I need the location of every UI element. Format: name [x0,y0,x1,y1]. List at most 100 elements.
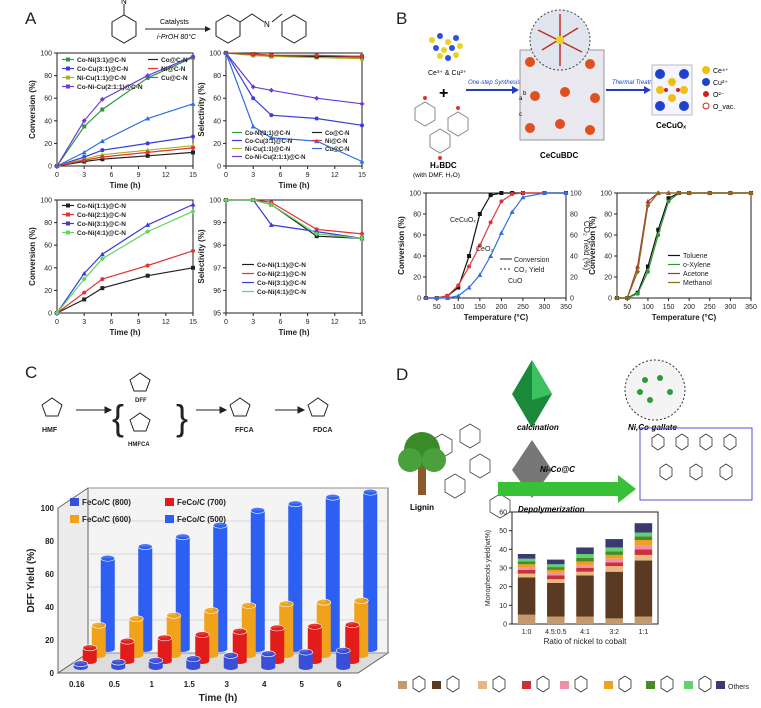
svg-text:}: } [176,397,188,438]
y-tick-label-a4: 100 [209,198,221,205]
x-tick-label-b2: 100 [642,304,654,311]
bar-top-c [185,655,201,663]
data-point-a4 [359,235,365,241]
legend-label-a2: Ni-Cu(1:1)@C-N [245,147,290,153]
y-tick-label-b1: 60 [413,233,421,240]
legend-marker-a1 [66,84,70,89]
legend-label-a2: Cu@C-N [325,147,350,153]
data-point-b1 [456,283,461,288]
y-tick-label-a2: 60 [213,96,221,103]
bar-top-c [260,650,276,658]
stack-segment-d [517,577,536,615]
x-tick-label-b1: 50 [433,304,441,311]
bar-top-c [137,543,153,551]
y-tick-label-a1: 20 [44,141,52,148]
x-tick-label-a4: 0 [224,319,228,326]
y-tick-label-d: 50 [499,528,507,535]
stack-segment-d [634,560,653,617]
monophenol-legend: Others [398,675,750,693]
data-point-b1 [510,192,515,197]
data-point-b1 [499,191,504,195]
stack-segment-d [605,551,623,555]
data-point-b2 [614,295,620,301]
x-tick-label-a3: 12 [162,319,170,326]
legend-swatch-d [646,681,655,689]
data-point-a1 [82,158,87,163]
stack-segment-d [605,562,623,567]
plot-frame-b1 [425,192,567,299]
lignin-label: Lignin [410,503,434,512]
data-point-b1 [467,264,472,269]
legend-marker-a1 [66,66,70,71]
chart-a4: 0 3 6 9 12 15 95 96 97 98 99 100 Time (h) Selectivity… [197,197,366,337]
x-tick-label-a4: 12 [331,319,339,326]
data-point-a2 [269,113,274,118]
data-point-b2 [707,190,713,196]
data-point-a1 [145,141,150,146]
legend-molecule-icon-d [698,675,712,693]
x-tick-label-a2: 3 [251,172,255,179]
stack-segment-d [547,579,565,583]
legend-marker-a3 [66,212,70,217]
x-axis-label-a2: Time (h) [279,181,310,190]
data-point-a4 [314,231,320,237]
y2-tick-label-b1: 20 [570,275,578,282]
data-point-b1 [520,194,526,200]
data-point-a2 [223,50,229,55]
h2bdc-label: H₂BDC [430,161,457,170]
legend-label-c: FeCo/C (600) [82,515,131,524]
y-tick-label-a2: 100 [209,51,221,58]
y-axis-label-d: Monophenols yield(wt%) [485,530,492,606]
data-point-a4 [223,197,229,203]
legend-swatch-d [478,681,487,689]
legend-label-a1: Co-Ni(3:1)@C-N [77,57,126,64]
bar-top-c [119,637,135,645]
bar-top-c [344,621,360,629]
y-tick-label-c: 20 [45,636,54,645]
legend-label-a1: Co-Ni-Cu(2:1:1)@C-N [77,84,143,91]
bar-top-c [353,597,369,604]
stack-segment-d [605,554,623,559]
y-tick-label-a3: 40 [44,265,52,272]
y-tick-label-a3: 0 [48,311,52,318]
data-point-a2 [359,158,365,164]
x-axis-label-a3: Time (h) [110,328,141,337]
legend-marker-a1 [66,57,70,62]
legend-swatch-c [70,498,79,506]
y-tick-label-a1: 80 [44,73,52,80]
legend-swatch-c [165,515,174,523]
scheme-c: HMF { DFF HMFCA } FFCA FDCA [41,372,332,448]
products-box [639,427,753,501]
y-axis-label-a2: Selectivity (%) [197,82,206,137]
y-tick-label-a2: 0 [217,164,221,171]
bar-c [261,653,276,667]
stack-segment-d [634,554,653,561]
x-tick-label-b2: 200 [683,304,695,311]
x-tick-label-b1: 350 [560,304,572,311]
y2-tick-label-b1: 60 [570,233,578,240]
data-point-a1 [82,124,87,129]
y-tick-label-b1: 0 [417,296,421,303]
bar-top-c [110,658,126,666]
x-tick-label-d: 4:1 [580,629,590,636]
y-tick-label-b1: 80 [413,212,421,219]
x-tick-label-d: 1:1 [639,629,649,636]
y-tick-label-d: 0 [503,622,507,629]
bar-top-c [91,621,107,629]
bar-top-c [175,533,191,541]
svg-text:{: { [112,397,124,438]
data-point-b1 [541,190,547,195]
data-point-a4 [250,197,256,203]
bar-top-c [298,648,314,656]
depolymerization-arrow [498,482,618,496]
catalyst-label-d: Ni-Co@C [540,465,575,474]
data-point-b2 [624,295,630,301]
y-tick-label-c: 0 [50,669,55,678]
plot-frame-a2 [225,52,363,167]
y-tick-label-a1: 40 [44,118,52,125]
legend-molecule-icon-d [536,675,550,693]
legend-cu2: Cu²⁺ [713,80,728,87]
x-tick-label-b2: 350 [745,304,757,311]
axis-a-label: a [519,96,523,102]
cecuox-label: CeCuOₓ [656,121,686,130]
